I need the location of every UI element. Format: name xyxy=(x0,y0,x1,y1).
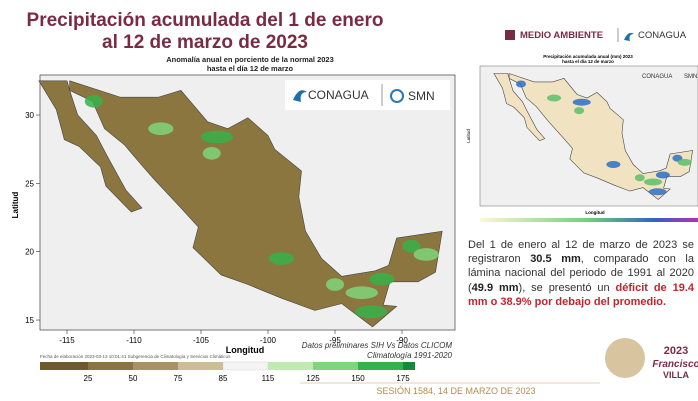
emblem-year: 2023 xyxy=(664,345,688,357)
legend-label: 115 xyxy=(262,374,275,383)
summary-highlight: 49.9 mm xyxy=(472,282,519,294)
map-title: Anomalía anual en porciento de la normal… xyxy=(166,55,334,64)
color-bin xyxy=(133,362,178,370)
footnote: Fecha de elaboración 2023-03-13 10:01:41… xyxy=(40,354,231,359)
title: Precipitación acumulada del 1 de enero xyxy=(27,10,384,31)
y-tick-label: 25 xyxy=(25,179,34,188)
session: SESIÓN 1584, 14 DE MARZO DE 2023 xyxy=(376,386,535,396)
wet-area xyxy=(201,131,233,144)
wet-area xyxy=(516,81,526,88)
legend-label: 25 xyxy=(84,374,93,383)
color-bin xyxy=(268,362,313,370)
wet-area xyxy=(203,147,221,160)
color-bin xyxy=(88,362,133,370)
logo-text: MEDIO AMBIENTE xyxy=(520,30,603,41)
x-tick-label: -110 xyxy=(126,336,142,345)
emblem xyxy=(505,30,515,40)
x-tick-label: -95 xyxy=(329,336,341,345)
x-tick-label: -105 xyxy=(193,336,210,345)
color-bin xyxy=(223,362,268,370)
x-axis-label: Longitud xyxy=(226,345,264,355)
color-bin xyxy=(358,362,403,370)
wet-area xyxy=(369,273,394,286)
x-tick-label: -115 xyxy=(59,336,75,345)
y-tick-label: 20 xyxy=(25,248,34,257)
wet-area xyxy=(573,99,591,106)
map-subtitle: hasta el día 12 de marzo xyxy=(207,64,294,73)
wet-area xyxy=(656,172,670,179)
color-bin xyxy=(403,362,415,370)
wet-area xyxy=(606,161,620,168)
summary-text: ), se presentó un xyxy=(519,282,616,294)
legend-label: 75 xyxy=(174,374,183,383)
color-bin xyxy=(40,362,88,370)
wet-area xyxy=(326,278,344,291)
wet-area xyxy=(644,179,662,186)
y-axis-label: Latitud xyxy=(11,192,20,219)
logo-text: CONAGUA xyxy=(642,74,672,80)
wet-area xyxy=(346,286,378,299)
side-color-bar xyxy=(480,218,698,222)
wet-area xyxy=(635,174,645,181)
legend-label: 125 xyxy=(306,374,320,383)
x-axis-label: Longitud xyxy=(585,210,604,215)
emblem-name: Francisco xyxy=(652,359,698,370)
summary-highlight: 30.5 mm xyxy=(530,253,581,265)
emblem-surname: VILLA xyxy=(663,370,689,380)
wet-area xyxy=(148,122,173,135)
logo-text: SMN xyxy=(408,89,435,103)
logo-text: SMN xyxy=(684,74,697,80)
legend-label: 150 xyxy=(351,374,365,383)
logo-text: CONAGUA xyxy=(638,30,687,41)
wet-area xyxy=(269,252,294,265)
y-axis-label: Latitud xyxy=(466,129,471,143)
slide: Precipitación acumulada del 1 de enero a… xyxy=(0,0,698,401)
summary: Del 1 de enero al 12 de marzo de 2023 se… xyxy=(468,238,694,309)
title: al 12 de marzo de 2023 xyxy=(102,32,308,53)
wet-area xyxy=(85,95,103,108)
wet-area xyxy=(355,306,387,319)
source: Datos preliminares SIH Vs Datos CLICOM xyxy=(302,341,453,350)
wet-area xyxy=(547,95,561,102)
y-tick-label: 30 xyxy=(25,111,34,120)
logo-text: CONAGUA xyxy=(308,88,369,102)
slide-graphics: Precipitación acumulada del 1 de enero a… xyxy=(0,0,698,401)
climatology: Climatología 1991-2020 xyxy=(367,351,452,360)
legend-label: 85 xyxy=(219,374,228,383)
legend-label: 175 xyxy=(396,374,410,383)
side-map-subtitle: hasta el día 12 de marzo xyxy=(562,59,614,64)
color-bin xyxy=(178,362,223,370)
emblem-portrait xyxy=(605,338,645,378)
y-tick-label: 15 xyxy=(25,316,34,325)
x-tick-label: -100 xyxy=(260,336,277,345)
wet-area xyxy=(678,159,692,166)
wet-area xyxy=(414,248,439,261)
wet-area xyxy=(649,188,667,195)
legend-label: 50 xyxy=(129,374,138,383)
wet-area xyxy=(574,107,584,114)
x-tick-label: -90 xyxy=(396,336,408,345)
color-bin xyxy=(313,362,358,370)
